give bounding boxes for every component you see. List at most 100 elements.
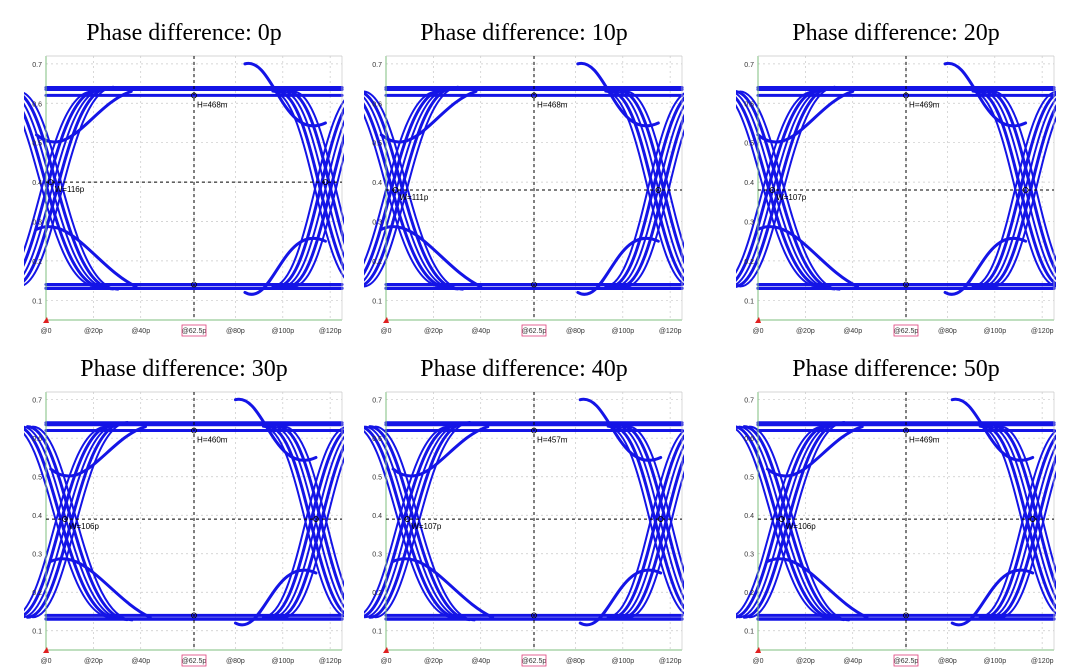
x-tick-label: @80p [226,328,245,335]
y-tick-label: 0.1 [372,629,382,636]
falling-edge-left [26,425,129,622]
falling-edge-right [272,425,344,609]
x-marker-box [893,324,919,337]
falling-edge-right [611,425,684,610]
eye-height-label: H=468m [537,100,568,109]
origin-marker [43,317,49,323]
eye-width-label: W=106p [69,522,100,531]
falling-edge-right [992,90,1056,262]
ringing-lower-right [578,568,663,627]
x-tick-label: @20p [796,658,815,665]
falling-edge-right [261,425,344,618]
ringing-lower [379,225,483,289]
marker-point [322,179,329,185]
y-tick-label: 0.3 [32,219,42,226]
marker-point [1022,187,1029,193]
falling-edge-right [614,90,684,274]
falling-edge-left [24,95,115,291]
y-tick-label: 0.5 [744,141,754,148]
x-tick-label: @62.5p [522,658,547,665]
x-tick-label: @40p [843,328,862,335]
x-tick-label: @120p [1031,658,1054,665]
origin-marker [43,647,49,653]
ringing-lower [49,557,152,619]
marker-point [531,92,537,99]
y-tick-label: 0.6 [744,436,754,443]
x-marker-box [181,324,207,337]
eye-height-label: H=468m [197,100,228,109]
ringing-lower-right [943,236,1028,296]
falling-edge-right [971,90,1056,288]
falling-edge-right [282,425,344,588]
marker-point [531,427,537,434]
falling-edge-left [364,113,443,288]
panel-title: Phase difference: 40p [420,356,628,382]
origin-marker [383,317,389,323]
marker-point [404,516,411,522]
falling-edge-left [368,425,471,622]
falling-edge-right [999,425,1056,574]
falling-edge-right [986,89,1056,274]
falling-edge-right [983,425,1056,610]
ringing-upper [35,89,133,144]
falling-edge-left [736,92,831,290]
marker-point [1029,516,1036,522]
x-tick-label: @40p [843,658,862,665]
eye-traces [364,62,684,296]
falling-edge-right [627,425,684,574]
falling-edge-left [24,432,113,619]
marker-point [191,427,197,434]
y-tick-label: 0.7 [32,398,42,405]
y-tick-label: 0.5 [372,475,382,482]
marker-point [62,516,68,522]
marker-point [191,612,197,619]
eye-height-label: H=469m [909,100,940,109]
x-tick-label: @120p [319,658,342,665]
falling-edge-right [625,90,684,250]
x-tick-label: @62.5p [182,328,207,335]
y-tick-label: 0.6 [372,101,382,108]
eye-traces [24,62,344,296]
ringing-lower-right [950,568,1035,627]
y-tick-label: 0.2 [32,259,42,266]
y-tick-label: 0.6 [372,436,382,443]
ringing-lower [391,557,495,619]
marker-point [903,612,909,619]
x-marker-box [181,654,207,667]
falling-edge-left [742,425,846,622]
falling-edge-left [24,427,119,620]
falling-edge-right [976,89,1056,286]
x-tick-label: @0 [41,328,52,335]
eye-diagram-plot: H=469m W=107p 0.1 0.2 0.3 0.4 0.5 0.6 0.7 @0 @20p @… [736,55,1056,337]
x-tick-label: @100p [983,658,1006,665]
y-tick-label: 0.4 [744,513,754,520]
falling-edge-right [981,90,1056,281]
x-tick-label: @40p [471,328,490,335]
eye-traces [364,397,684,627]
x-tick-label: @80p [938,328,957,335]
eye-panel-0: Phase difference: 0p H=468m W=116p 0.1 0.2 0… [24,20,344,340]
x-tick-label: @80p [226,658,245,665]
y-tick-label: 0.7 [32,62,42,69]
y-tick-label: 0.7 [372,62,382,69]
x-tick-label: @20p [84,658,103,665]
y-tick-label: 0.6 [32,436,42,443]
x-tick-label: @20p [84,328,103,335]
marker-point [655,187,662,193]
falling-edge-left [736,428,830,619]
y-tick-label: 0.1 [372,298,382,305]
falling-edge-right [993,425,1056,591]
panel-title: Phase difference: 30p [80,356,288,382]
falling-edge-left [748,425,850,622]
y-tick-label: 0.1 [32,298,42,305]
y-tick-label: 0.6 [744,101,754,108]
falling-edge-right [281,90,344,259]
falling-edge-right [292,90,344,226]
y-tick-label: 0.3 [744,552,754,559]
x-tick-label: @20p [796,328,815,335]
falling-edge-left [374,425,476,622]
y-tick-label: 0.4 [372,180,382,187]
x-tick-label: @20p [424,328,443,335]
y-tick-label: 0.5 [744,475,754,482]
falling-edge-left [364,426,461,620]
